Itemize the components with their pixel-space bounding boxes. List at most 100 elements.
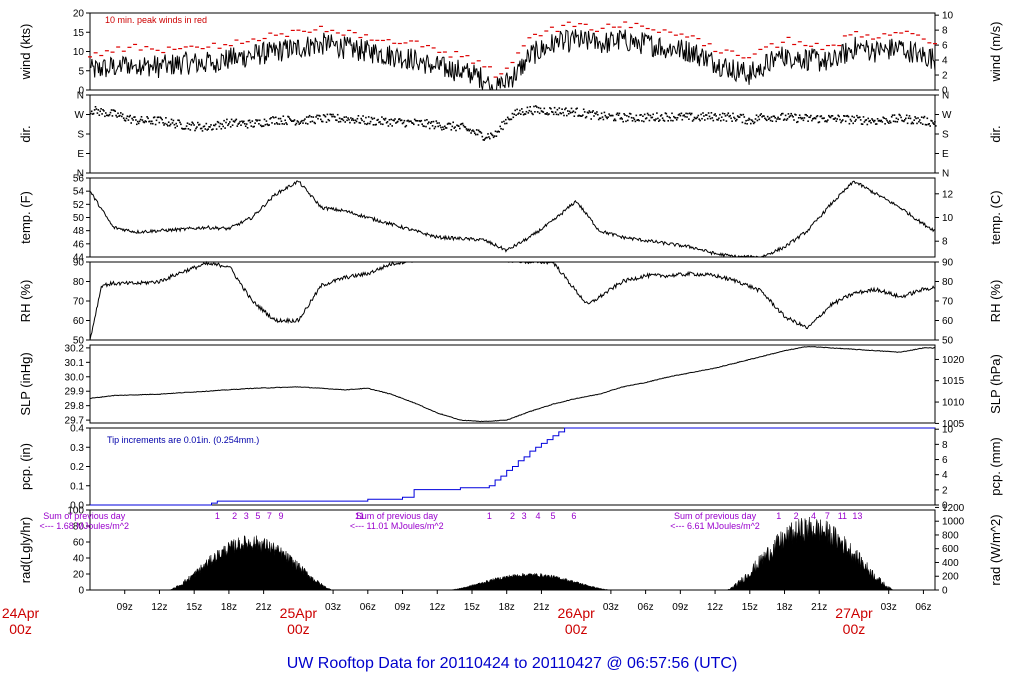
direction-point (411, 122, 413, 124)
direction-point (472, 129, 474, 131)
radiation-hour-number: 4 (535, 511, 540, 521)
direction-point (904, 119, 906, 121)
direction-point (903, 120, 905, 123)
pcp-right-tick-label: 6 (942, 455, 948, 466)
direction-point (134, 116, 136, 118)
direction-point (330, 113, 332, 116)
pcp-left-tick-label: 0.1 (70, 481, 84, 492)
direction-point (140, 116, 143, 118)
direction-point (805, 114, 807, 116)
direction-point (382, 118, 385, 120)
direction-point (577, 115, 579, 117)
direction-point (198, 124, 200, 126)
direction-point (357, 115, 360, 117)
direction-point (931, 120, 933, 122)
direction-point (167, 121, 170, 123)
direction-point (782, 119, 785, 121)
direction-point (141, 119, 144, 121)
direction-point (845, 115, 848, 117)
dir-right-tick-label: N (942, 91, 949, 102)
direction-point (218, 125, 221, 128)
radiation-hour-number: 4 (811, 511, 816, 521)
direction-point (659, 115, 662, 117)
direction-point (584, 116, 587, 119)
rh-line (89, 260, 935, 341)
direction-point (163, 124, 165, 126)
direction-point (335, 119, 337, 121)
direction-point (784, 114, 787, 117)
slp-left-tick-label: 30.1 (65, 358, 85, 369)
direction-point (160, 117, 162, 120)
direction-point (533, 105, 535, 108)
radiation-hour-number: 2 (510, 511, 515, 521)
direction-point (708, 115, 711, 118)
direction-point (822, 117, 824, 120)
direction-point (130, 122, 132, 124)
direction-point (644, 117, 647, 120)
direction-point (859, 116, 861, 118)
wind-right-tick-label: 10 (942, 11, 954, 22)
direction-point (895, 117, 898, 120)
direction-point (627, 119, 629, 122)
direction-point (195, 127, 197, 130)
direction-point (909, 117, 912, 120)
direction-point (505, 122, 508, 125)
direction-point (874, 123, 877, 125)
temp-line (89, 180, 936, 258)
direction-point (346, 119, 348, 122)
direction-point (165, 117, 167, 119)
direction-point (274, 123, 276, 125)
direction-point (812, 118, 814, 120)
direction-point (829, 116, 832, 119)
direction-point (720, 119, 722, 122)
direction-point (626, 115, 628, 117)
direction-point (800, 117, 803, 120)
radiation-sum-label: Sum of previous day (674, 511, 757, 521)
direction-point (884, 123, 886, 125)
direction-point (887, 121, 889, 123)
direction-point (301, 119, 303, 122)
direction-point (889, 120, 891, 122)
direction-point (639, 114, 641, 116)
direction-point (905, 117, 907, 120)
direction-point (882, 116, 884, 119)
direction-point (108, 113, 111, 116)
direction-point (194, 129, 196, 132)
direction-point (415, 120, 418, 122)
direction-point (858, 116, 860, 119)
direction-point (448, 122, 451, 125)
direction-point (613, 119, 615, 122)
direction-point (747, 119, 749, 121)
direction-point (444, 127, 447, 129)
direction-point (655, 118, 657, 120)
direction-point (481, 135, 484, 138)
direction-point (285, 122, 287, 124)
direction-point (830, 115, 833, 117)
time-tick-label: 03z (881, 602, 897, 613)
direction-point (679, 114, 682, 117)
direction-point (783, 118, 786, 120)
rad-right-tick-label: 0 (942, 586, 948, 597)
radiation-hour-number: 6 (571, 511, 576, 521)
pcp-right-tick-label: 2 (942, 485, 948, 496)
direction-point (284, 119, 286, 122)
direction-point (441, 128, 443, 131)
direction-point (416, 120, 419, 122)
direction-point (819, 115, 822, 118)
direction-point (556, 108, 559, 111)
direction-point (665, 112, 668, 115)
direction-point (754, 118, 757, 120)
direction-point (820, 115, 823, 117)
direction-point (143, 121, 146, 124)
direction-point (485, 136, 487, 139)
direction-point (161, 118, 163, 121)
direction-point (649, 114, 652, 117)
direction-point (900, 116, 902, 119)
direction-point (211, 128, 213, 131)
direction-point (692, 118, 695, 121)
direction-point (801, 117, 804, 119)
direction-point (563, 114, 565, 117)
direction-point (756, 119, 759, 122)
direction-point (570, 107, 573, 110)
